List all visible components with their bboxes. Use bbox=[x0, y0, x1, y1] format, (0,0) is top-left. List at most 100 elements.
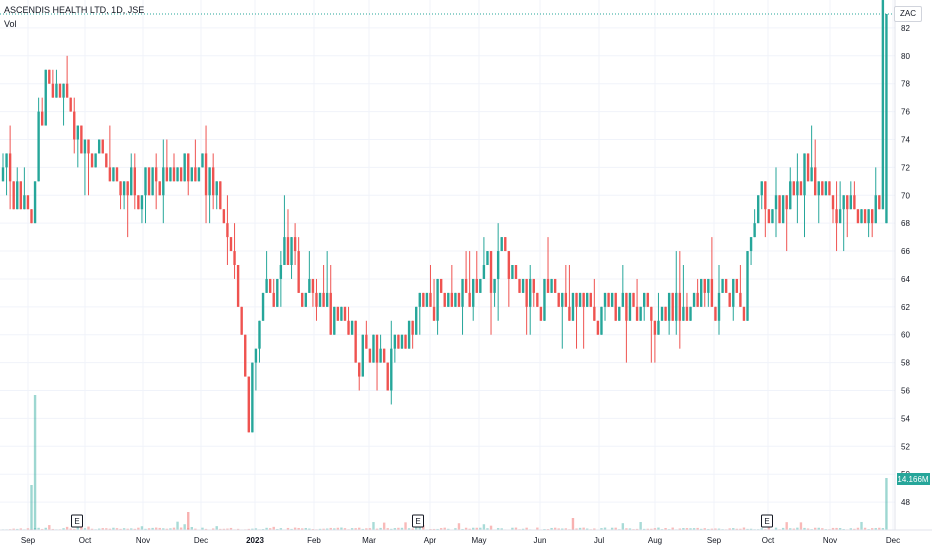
candle-body bbox=[667, 292, 671, 321]
volume-bar bbox=[140, 526, 144, 530]
candle-body bbox=[158, 181, 161, 196]
volume-bar bbox=[179, 527, 183, 530]
volume-bar bbox=[717, 528, 721, 530]
volume-bar bbox=[304, 528, 307, 530]
volume-bar bbox=[290, 528, 293, 530]
candle-body bbox=[489, 251, 493, 293]
volume-bar bbox=[561, 528, 564, 530]
candle-body bbox=[23, 195, 26, 210]
price-tick-label: 74 bbox=[901, 135, 910, 144]
time-axis: Sep Oct Nov Dec 2023 Feb Mar Apr May Jun Jul Aug Sep… bbox=[0, 529, 932, 545]
candle-body bbox=[251, 362, 254, 433]
volume-bar bbox=[329, 527, 332, 530]
volume-bar bbox=[12, 528, 15, 530]
candle-body bbox=[126, 181, 129, 196]
candle-body bbox=[44, 69, 47, 126]
candle-body bbox=[472, 278, 475, 307]
time-tick-label: Mar bbox=[362, 536, 376, 545]
candle-body bbox=[12, 181, 15, 210]
volume-bar bbox=[575, 528, 578, 530]
earnings-marker[interactable]: E bbox=[412, 514, 424, 528]
candle-body bbox=[261, 292, 265, 321]
candle-body bbox=[767, 209, 771, 224]
volume-bar bbox=[489, 525, 493, 530]
candle-body bbox=[543, 278, 546, 321]
candle-body bbox=[454, 292, 457, 307]
candle-body bbox=[732, 278, 735, 307]
volume-bar bbox=[639, 522, 642, 530]
candle-body bbox=[557, 292, 560, 307]
time-tick-label: Aug bbox=[648, 536, 662, 545]
currency-button[interactable]: ZAC bbox=[894, 6, 922, 22]
volume-bar bbox=[796, 527, 799, 530]
candle-body bbox=[133, 167, 137, 196]
price-axis: 485052545658606264666870727476788082 bbox=[901, 24, 910, 507]
volume-bar bbox=[187, 528, 190, 530]
volume-bar bbox=[19, 528, 23, 530]
volume-bar bbox=[600, 528, 603, 530]
candle-body bbox=[721, 278, 724, 293]
candle-body bbox=[828, 181, 831, 196]
candle-body bbox=[479, 278, 482, 293]
volume-bar bbox=[550, 527, 553, 530]
volume-bar bbox=[44, 527, 47, 530]
candle-body bbox=[593, 306, 596, 321]
volume-bar bbox=[194, 528, 197, 530]
candle-body bbox=[51, 83, 55, 98]
candle-body bbox=[318, 292, 322, 307]
earnings-marker[interactable]: E bbox=[71, 514, 83, 528]
candle-body bbox=[187, 153, 190, 182]
candle-body bbox=[204, 153, 208, 196]
candle-body bbox=[97, 139, 101, 154]
candle-body bbox=[8, 153, 12, 182]
candle-body bbox=[69, 97, 72, 112]
candle-body bbox=[368, 348, 372, 363]
candle-body bbox=[607, 292, 610, 307]
volume-bar bbox=[671, 527, 674, 530]
candle-body bbox=[137, 195, 140, 210]
candle-body bbox=[286, 237, 290, 265]
volume-bar bbox=[685, 528, 689, 530]
volume-bar bbox=[375, 528, 379, 530]
volume-bar bbox=[115, 528, 119, 530]
price-tick-label: 64 bbox=[901, 275, 910, 284]
candle-body bbox=[55, 83, 58, 98]
volume-bar bbox=[700, 528, 703, 530]
time-tick-label: Oct bbox=[762, 536, 775, 545]
time-tick-label: Jun bbox=[534, 536, 547, 545]
candle-body bbox=[265, 278, 268, 293]
volume-bar bbox=[578, 527, 582, 530]
earnings-marker-label: E bbox=[415, 517, 420, 526]
candle-body bbox=[881, 0, 885, 210]
candle-body bbox=[315, 292, 318, 307]
candle-body bbox=[119, 181, 122, 196]
candle-body bbox=[254, 348, 258, 363]
volume-label: Vol bbox=[4, 19, 17, 29]
volume-bar bbox=[838, 528, 842, 530]
volume-bar bbox=[101, 528, 104, 530]
volume-bar bbox=[301, 528, 304, 530]
volume-bar bbox=[650, 528, 653, 530]
candle-body bbox=[660, 306, 664, 321]
volume-bars bbox=[1, 395, 888, 530]
volume-bar bbox=[87, 526, 90, 530]
candle-body bbox=[130, 167, 133, 196]
candle-body bbox=[553, 278, 557, 293]
candle-body bbox=[831, 195, 835, 210]
volume-bar bbox=[51, 528, 55, 530]
volume-bar bbox=[767, 527, 771, 530]
volume-bar bbox=[853, 528, 856, 530]
candle-body bbox=[101, 139, 104, 154]
volume-bar bbox=[30, 485, 33, 530]
volume-bar bbox=[340, 527, 343, 530]
volume-bar bbox=[390, 528, 393, 530]
earnings-marker[interactable]: E bbox=[761, 514, 773, 528]
candle-body bbox=[756, 195, 760, 224]
candle-body bbox=[229, 237, 233, 252]
volume-bar bbox=[860, 521, 863, 530]
candle-body bbox=[372, 334, 375, 363]
candle-body bbox=[863, 209, 867, 224]
candle-body bbox=[162, 167, 165, 196]
